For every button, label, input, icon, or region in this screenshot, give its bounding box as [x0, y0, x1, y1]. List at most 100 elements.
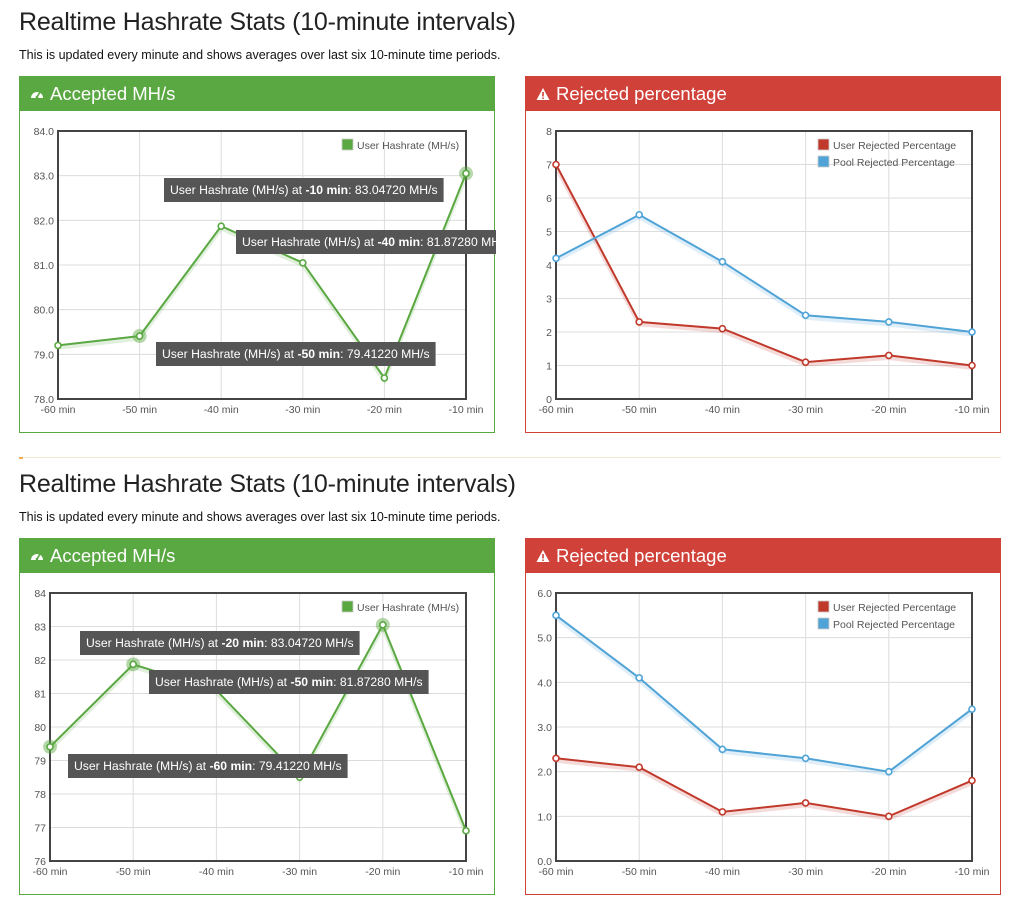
legend-label: User Hashrate (MH/s) — [357, 140, 459, 152]
data-point — [884, 351, 893, 360]
x-tick-label: -30 min — [788, 404, 823, 416]
accepted-panel: Accepted MH/s 78.0 79.0 80.0 81.0 82.0 83.0 84… — [19, 76, 496, 434]
legend-swatch — [817, 138, 830, 151]
series-shadow — [555, 758, 973, 821]
x-tick-label: -10 min — [954, 404, 989, 416]
series-line — [555, 614, 973, 773]
section-title: Realtime Hashrate Stats (10-minute inter… — [19, 8, 516, 36]
data-point — [968, 705, 976, 713]
section-divider — [19, 457, 1001, 458]
legend-label: User Hashrate (MH/s) — [357, 602, 459, 614]
panel-title: Rejected percentage — [556, 545, 727, 566]
data-point — [801, 311, 810, 320]
accepted-chart[interactable]: 78.0 79.0 80.0 81.0 82.0 83.0 84.0 -60 min -50 m… — [20, 77, 496, 434]
data-point — [552, 254, 560, 263]
x-tick-label: -30 min — [788, 866, 823, 878]
plot-frame — [555, 592, 973, 862]
tooltip-time: -40 min — [377, 235, 420, 249]
legend-swatch — [817, 617, 830, 630]
x-tick-label: -10 min — [448, 404, 483, 416]
tooltip-bg — [236, 230, 496, 254]
y-tick-label: 82 — [34, 655, 46, 667]
y-tick-label: 7 — [546, 160, 552, 172]
tooltip-text: User Hashrate (MH/s) at -40 min: 81.8728… — [242, 235, 496, 249]
data-point — [635, 674, 643, 682]
legend-label: Pool Rejected Percentage — [833, 619, 955, 631]
x-tick-label: -10 min — [448, 866, 483, 878]
plot-frame — [555, 130, 973, 400]
tooltip-text: User Hashrate (MH/s) at -60 min: 79.4122… — [74, 759, 342, 773]
accepted-chart[interactable]: 76 77 78 79 80 81 82 83 84 -60 min -50 min -40 min -… — [20, 539, 496, 896]
series-shadow — [48, 622, 468, 835]
data-point — [801, 754, 810, 763]
tooltip-prefix: User Hashrate (MH/s) at — [242, 235, 377, 249]
y-tick-label: 76 — [34, 856, 46, 868]
panel-header: Accepted MH/s — [20, 539, 494, 573]
y-tick-label: 80 — [34, 722, 46, 734]
y-tick-label: 84 — [34, 588, 46, 600]
legend-swatch — [341, 600, 354, 613]
y-tick-label: 3.0 — [537, 722, 552, 734]
hover-tooltip: User Hashrate (MH/s) at -50 min: 81.8728… — [149, 670, 429, 694]
data-point — [801, 799, 810, 807]
x-tick-label: -20 min — [871, 404, 906, 416]
x-tick-label: -50 min — [116, 866, 151, 878]
y-tick-label: 84.0 — [34, 126, 55, 138]
tooltip-bg — [68, 754, 348, 778]
tooltip-text: User Hashrate (MH/s) at -20 min: 83.0472… — [86, 636, 354, 650]
dashboard-icon — [30, 77, 46, 111]
x-tick-label: -50 min — [622, 404, 657, 416]
x-tick-label: -60 min — [32, 866, 67, 878]
panel-header: Rejected percentage — [526, 539, 1000, 573]
data-point — [298, 258, 307, 267]
tooltip-value: : 83.04720 MH/s — [348, 183, 437, 197]
warning-icon — [536, 77, 552, 111]
tooltip-value: : 81.87280 MH/s — [420, 235, 496, 249]
data-point — [217, 222, 225, 230]
data-point — [552, 754, 560, 763]
series-line — [555, 213, 973, 333]
rejected-panel: Rejected percentage 0.0 1.0 2.0 3.0 4.0 5.0 6.… — [525, 538, 1001, 895]
data-point — [462, 827, 470, 835]
tooltip-prefix: User Hashrate (MH/s) at — [86, 636, 221, 650]
hover-tooltip: User Hashrate (MH/s) at -60 min: 79.4122… — [68, 754, 348, 778]
y-tick-label: 1 — [546, 361, 552, 373]
series-shadow — [554, 616, 974, 777]
panel-title: Rejected percentage — [556, 83, 727, 104]
tooltip-time: -10 min — [305, 183, 348, 197]
legend-swatch — [817, 600, 830, 613]
data-point — [718, 808, 727, 816]
data-point — [135, 332, 144, 340]
x-tick-label: -40 min — [204, 404, 239, 416]
legend-swatch — [817, 155, 830, 168]
y-tick-label: 78 — [34, 789, 46, 801]
y-tick-label: 80.0 — [34, 305, 55, 317]
rejected-chart[interactable]: 0 1 2 3 4 5 6 7 8 -60 min -50 min -40 min -30 min -20… — [526, 77, 1002, 434]
tooltip-prefix: User Hashrate (MH/s) at — [155, 675, 290, 689]
y-tick-label: 77 — [34, 823, 46, 835]
tooltip-value: : 83.04720 MH/s — [264, 636, 353, 650]
y-tick-label: 2.0 — [537, 767, 552, 779]
tooltip-text: User Hashrate (MH/s) at -10 min: 83.0472… — [170, 183, 438, 197]
tooltip-bg — [164, 178, 444, 202]
rejected-chart[interactable]: 0.0 1.0 2.0 3.0 4.0 5.0 6.0 -60 min -50 min -40 m… — [526, 539, 1002, 896]
data-point — [718, 257, 727, 266]
x-tick-label: -40 min — [199, 866, 234, 878]
data-point — [54, 341, 62, 350]
y-tick-label: 4.0 — [537, 677, 552, 689]
series-shadow — [555, 215, 973, 337]
tooltip-time: -50 min — [290, 675, 333, 689]
x-tick-label: -20 min — [365, 866, 400, 878]
tooltip-bg — [156, 342, 436, 366]
tooltip-value: : 79.41220 MH/s — [340, 347, 429, 361]
hover-tooltip: User Hashrate (MH/s) at -10 min: 83.0472… — [164, 178, 444, 202]
y-tick-label: 1.0 — [537, 811, 552, 823]
y-tick-label: 4 — [546, 260, 552, 272]
tooltip-time: -50 min — [297, 347, 340, 361]
data-point — [718, 324, 727, 333]
data-point — [718, 745, 727, 754]
x-tick-label: -20 min — [871, 866, 906, 878]
data-point — [968, 776, 976, 785]
x-tick-label: -30 min — [285, 404, 320, 416]
tooltip-bg — [149, 670, 429, 694]
